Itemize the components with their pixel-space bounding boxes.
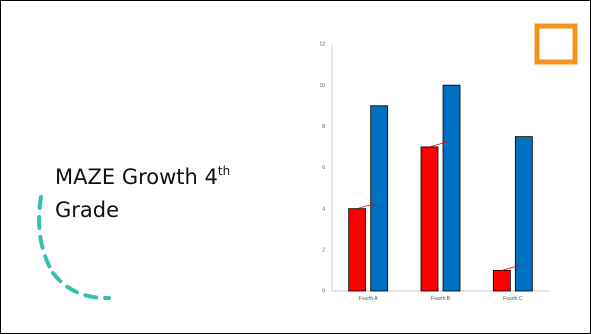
y-tick-label: 4 (322, 206, 325, 212)
bar-1 (420, 146, 439, 292)
title-superscript: th (217, 164, 231, 178)
y-tick-label: 10 (319, 83, 325, 89)
decorative-dashed-arc-bottom (51, 271, 111, 301)
x-tick-label: Fourth A (359, 296, 379, 302)
bar-2 (514, 136, 533, 292)
growth-connector-line (357, 203, 376, 210)
y-tick-label: 0 (322, 289, 325, 295)
y-tick-label: 6 (322, 165, 325, 171)
decorative-dashed-arc (37, 195, 55, 275)
x-tick-label: Fourth B (431, 296, 451, 302)
y-tick-label: 12 (319, 42, 325, 48)
slide-title: MAZE Growth 4th Grade (55, 161, 295, 227)
y-tick-label: 2 (322, 248, 325, 254)
y-tick-label: 8 (322, 124, 325, 130)
bar-2 (370, 105, 389, 292)
title-main: MAZE Growth 4 (55, 165, 218, 189)
growth-connector-line (429, 141, 448, 148)
bar-2 (442, 84, 461, 292)
bar-1 (492, 270, 511, 292)
title-line-2: Grade (55, 198, 120, 222)
x-tick-label: Fourth C (503, 296, 523, 302)
bar-chart: 0 2 4 6 8 10 12 Fourth A Fourth B Fourth C (319, 42, 549, 302)
bar-1 (348, 208, 367, 292)
orange-square-icon (534, 23, 578, 65)
growth-connector-line (501, 265, 520, 271)
